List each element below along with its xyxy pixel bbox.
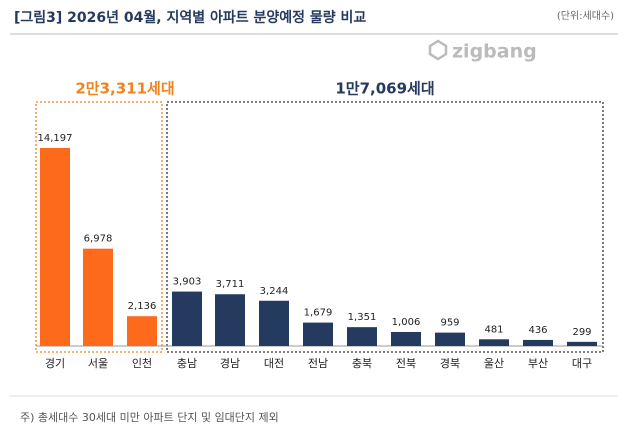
- group-annotation: 2만3,311세대: [75, 80, 174, 98]
- x-tick-label: 부산: [528, 357, 548, 370]
- x-tick-label: 대구: [572, 357, 592, 370]
- x-tick-label: 경북: [440, 357, 460, 370]
- bar: [523, 339, 553, 346]
- bar: [347, 327, 377, 346]
- bar: [259, 300, 289, 346]
- bar: [391, 331, 421, 346]
- data-label: 6,978: [84, 234, 113, 245]
- data-label: 1,006: [392, 317, 421, 328]
- data-label: 436: [528, 325, 547, 336]
- bar: [172, 291, 202, 346]
- x-tick-label: 인천: [132, 356, 152, 370]
- x-tick-label: 전남: [308, 357, 328, 370]
- footnote: 주) 총세대수 30세대 미만 아파트 단지 및 임대단지 제외: [20, 411, 279, 424]
- x-tick-label: 경남: [220, 357, 240, 370]
- chart-title: [그림3] 2026년 04월, 지역별 아파트 분양예정 물량 비교: [14, 9, 366, 26]
- bar: [567, 341, 597, 346]
- bar: [83, 248, 113, 346]
- data-label: 3,244: [260, 286, 289, 297]
- x-tick-label: 충북: [352, 357, 372, 370]
- data-label: 959: [440, 318, 459, 329]
- logo-text: zigbang: [452, 41, 537, 63]
- logo: zigbang: [428, 39, 537, 63]
- logo-icon: [428, 39, 448, 61]
- data-label: 299: [572, 327, 591, 338]
- bar: [127, 316, 157, 346]
- x-tick-label: 충남: [177, 357, 197, 370]
- data-label: 14,197: [38, 133, 73, 144]
- x-tick-label: 울산: [484, 357, 504, 370]
- group-box: [166, 101, 604, 353]
- unit-label: (단위:세대수): [557, 9, 614, 22]
- x-tick-label: 서울: [88, 357, 108, 370]
- data-label: 3,903: [173, 277, 202, 288]
- data-label: 1,351: [348, 312, 377, 323]
- data-label: 481: [484, 324, 503, 335]
- data-label: 3,711: [216, 279, 245, 290]
- x-tick-label: 경기: [45, 357, 65, 370]
- bar: [40, 148, 70, 346]
- data-label: 1,679: [304, 308, 333, 319]
- group-annotation: 1만7,069세대: [335, 80, 434, 98]
- bar: [303, 322, 333, 346]
- x-tick-label: 대전: [264, 357, 284, 370]
- bar: [215, 294, 245, 346]
- x-tick-label: 전북: [396, 357, 416, 370]
- data-label: 2,136: [128, 301, 157, 312]
- bar: [479, 339, 509, 346]
- bar: [435, 332, 465, 346]
